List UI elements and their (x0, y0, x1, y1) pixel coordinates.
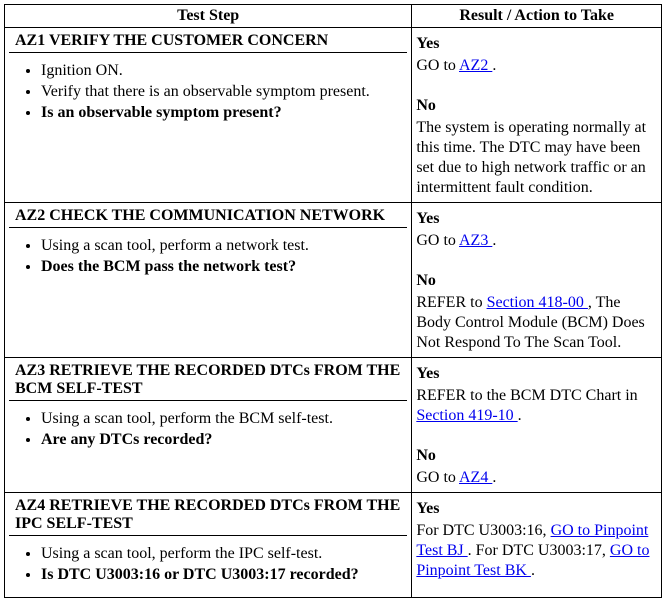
result-cell: YesREFER to the BCM DTC Chart in Section… (412, 358, 662, 493)
spacer (416, 253, 657, 267)
step-list: Using a scan tool, perform the IPC self-… (13, 544, 403, 585)
table-row: AZ4 RETRIEVE THE RECORDED DTCs FROM THE … (5, 493, 662, 598)
step-item: Using a scan tool, perform a network tes… (41, 236, 403, 256)
yes-text: REFER to the BCM DTC Chart in (416, 387, 637, 404)
step-item: Using a scan tool, perform the IPC self-… (41, 544, 403, 564)
step-title: AZ3 RETRIEVE THE RECORDED DTCs FROM THE … (9, 360, 407, 401)
test-step-cell: AZ1 VERIFY THE CUSTOMER CONCERN Ignition … (5, 28, 412, 203)
result-yes-label: Yes (416, 34, 657, 54)
result-yes-label: Yes (416, 364, 657, 384)
result-yes-body: GO to AZ3 . (416, 231, 657, 251)
spacer (416, 78, 657, 92)
yes-link[interactable]: AZ2 (459, 57, 492, 74)
result-yes-body: For DTC U3003:16, GO to Pinpoint Test BJ… (416, 521, 657, 581)
result-yes-body: REFER to the BCM DTC Chart in Section 41… (416, 386, 657, 426)
result-no-label: No (416, 446, 657, 466)
result-yes-body: GO to AZ2 . (416, 56, 657, 76)
table-row: AZ1 VERIFY THE CUSTOMER CONCERN Ignition … (5, 28, 662, 203)
diagnostic-table: Test Step Result / Action to Take AZ1 VE… (4, 4, 662, 598)
step-title: AZ4 RETRIEVE THE RECORDED DTCs FROM THE … (9, 495, 407, 536)
test-step-cell: AZ3 RETRIEVE THE RECORDED DTCs FROM THE … (5, 358, 412, 493)
test-step-cell: AZ2 CHECK THE COMMUNICATION NETWORK Using… (5, 203, 412, 358)
yes-link[interactable]: AZ3 (459, 232, 492, 249)
no-text: GO to (416, 469, 459, 486)
result-yes-label: Yes (416, 499, 657, 519)
result-cell: YesGO to AZ3 .NoREFER to Section 418-00 … (412, 203, 662, 358)
test-step-cell: AZ4 RETRIEVE THE RECORDED DTCs FROM THE … (5, 493, 412, 598)
yes-text: GO to (416, 232, 459, 249)
result-no-body: The system is operating normally at this… (416, 118, 657, 198)
result-no-label: No (416, 96, 657, 116)
no-link[interactable]: AZ4 (459, 469, 492, 486)
yes-text: . For DTC U3003:17, (468, 542, 610, 559)
step-title: AZ2 CHECK THE COMMUNICATION NETWORK (9, 205, 407, 228)
yes-text: . (492, 232, 496, 249)
result-no-body: GO to AZ4 . (416, 468, 657, 488)
result-no-body: REFER to Section 418-00 , The Body Contr… (416, 293, 657, 353)
no-text: REFER to (416, 294, 486, 311)
spacer (416, 428, 657, 442)
yes-text: . (531, 562, 535, 579)
step-item: Does the BCM pass the network test? (41, 257, 403, 277)
step-list: Using a scan tool, perform a network tes… (13, 236, 403, 277)
step-title: AZ1 VERIFY THE CUSTOMER CONCERN (9, 30, 407, 53)
step-list: Using a scan tool, perform the BCM self-… (13, 409, 403, 450)
no-text: . (492, 469, 496, 486)
no-text: The system is operating normally at this… (416, 119, 646, 196)
header-result: Result / Action to Take (412, 5, 662, 28)
yes-link[interactable]: Section 419-10 (416, 407, 517, 424)
header-test-step: Test Step (5, 5, 412, 28)
yes-text: GO to (416, 57, 459, 74)
step-item: Ignition ON. (41, 61, 403, 81)
step-item: Is an observable symptom present? (41, 103, 403, 123)
table-row: AZ2 CHECK THE COMMUNICATION NETWORK Using… (5, 203, 662, 358)
step-item: Is DTC U3003:16 or DTC U3003:17 recorded… (41, 565, 403, 585)
result-no-label: No (416, 271, 657, 291)
result-cell: YesGO to AZ2 .NoThe system is operating … (412, 28, 662, 203)
yes-text: For DTC U3003:16, (416, 522, 550, 539)
header-row: Test Step Result / Action to Take (5, 5, 662, 28)
step-item: Are any DTCs recorded? (41, 430, 403, 450)
result-yes-label: Yes (416, 209, 657, 229)
no-link[interactable]: Section 418-00 (487, 294, 588, 311)
step-item: Using a scan tool, perform the BCM self-… (41, 409, 403, 429)
yes-text: . (492, 57, 496, 74)
result-cell: YesFor DTC U3003:16, GO to Pinpoint Test… (412, 493, 662, 598)
yes-text: . (518, 407, 522, 424)
table-row: AZ3 RETRIEVE THE RECORDED DTCs FROM THE … (5, 358, 662, 493)
step-list: Ignition ON.Verify that there is an obse… (13, 61, 403, 123)
step-item: Verify that there is an observable sympt… (41, 82, 403, 102)
